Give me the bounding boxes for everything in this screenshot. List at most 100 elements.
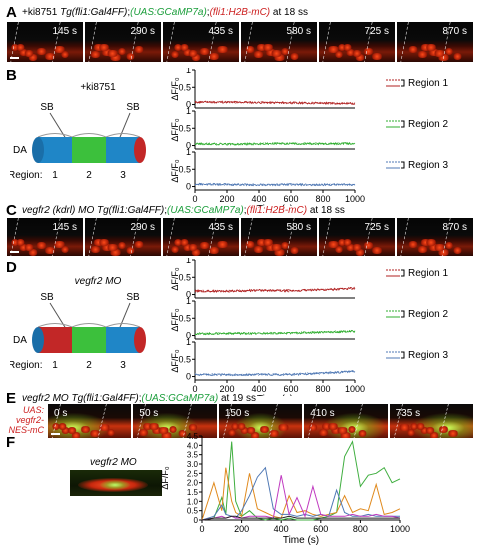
scale-bar [10,251,19,253]
sb-label-right: SB [126,292,140,303]
series-line [194,370,356,377]
segment-arcs [37,323,141,328]
nucleus-blob [174,238,183,246]
panel-e-side-label: UAS: vegfr2- NES-mC [8,405,45,435]
y-tick-label: 0.5 [178,164,191,174]
panel-d-vessel-schematic: vegfr2 MO SB SB DA Region: 1 2 3 [10,276,146,371]
nucleus-blob [109,248,123,256]
panel-label-b: B [6,67,17,84]
nucleus-blob [407,428,416,436]
nucleus-blob [52,240,66,248]
segment-boundary-lines [222,404,278,438]
nucleus-blob [258,425,270,433]
nucleus-blob [67,427,78,435]
panel-f-condition: vegfr2 MO [90,457,137,468]
nucleus-blob [326,423,339,431]
nucleus-blob [58,423,67,431]
nucleus-blob [416,51,428,59]
sb-label-left: SB [40,102,54,113]
x-tick-label: 800 [353,524,368,534]
micrograph-frame: 725 s [319,218,395,256]
scale-bar [51,433,60,435]
micrograph-frame: 870 s [397,22,473,62]
nucleus-blob [269,49,283,57]
y-axis-label: ΔF/F₀ [170,349,180,373]
y-tick-label: 0.5 [178,123,191,133]
frame-time-label: 0 s [54,408,68,419]
nucleus-blob [182,49,192,57]
x-tick-label: 400 [274,524,289,534]
y-tick-label: 3.5 [187,451,199,460]
frame-time-label: 870 s [442,26,467,37]
y-tick-label: 4.5 [187,432,199,441]
frame-time-label: 290 s [130,26,155,37]
panel-label-e: E [6,390,17,407]
micrograph-frame: 290 s [85,218,161,256]
nucleus-blob [44,247,57,255]
micrograph-frame: 580 s [241,22,317,62]
nucleus-blob [207,247,220,255]
nucleus-blob [447,430,460,438]
legend-bracket [401,120,405,128]
vessel-end-left [32,327,44,353]
x-axis-label: Time (s) [283,535,319,546]
x-tick-label: 400 [251,384,266,394]
nucleus-blob [410,422,419,430]
nucleus-blob [253,51,265,59]
nucleus-blob [109,54,123,62]
y-tick-label: 2.5 [187,469,199,478]
y-tick-label: 0 [186,331,191,341]
frame-time-label: 150 s [224,408,250,419]
nucleus-blob [308,424,319,432]
nucleus-blob [433,49,447,57]
nucleus-blob [453,247,463,255]
nucleus-blob [107,428,116,436]
y-tick-label: 4.0 [187,441,199,450]
region-word: Region: [10,360,42,371]
y-tick-label: 0 [186,141,191,151]
nucleus-blob [334,245,343,253]
nucleus-blob [416,423,426,431]
y-tick-label: 1.0 [187,497,199,506]
nucleus-blob [126,247,136,255]
micrograph-frame: 435 s [163,22,239,62]
micrograph-frame: 150 s [218,404,303,438]
series-line [194,329,356,336]
nucleus-blob [425,44,438,52]
series-line [194,142,356,146]
micrograph-frame: 725 s [319,22,395,62]
nucleus-blob [371,247,384,255]
nucleus-blob [19,49,29,57]
frame-time-label: 50 s [139,408,159,419]
nucleus-blob [244,46,255,53]
nucleus-blob [237,423,247,431]
micrograph-frame: 870 s [397,218,473,256]
nucleus-blob [444,242,453,250]
nucleus-blob [70,431,81,438]
nucleus-blob [191,248,202,256]
region-number-1: 1 [52,360,58,371]
frame-time-label: 290 s [130,222,155,233]
x-tick-label: 1000 [345,384,365,394]
x-tick-label: 0 [192,194,197,204]
nucleus-blob [134,240,145,248]
nucleus-blob [444,47,453,55]
nucleus-blob [126,52,136,60]
y-tick-label: 0.5 [178,82,191,92]
segment-boundary-lines [322,218,373,256]
nucleus-blob [44,52,57,60]
nucleus-blob [60,245,69,253]
x-tick-label: 800 [315,384,330,394]
nucleus-blob [174,44,183,51]
legend-bracket [401,161,405,169]
panel-label-f: F [6,434,16,451]
nucleus-blob [199,47,211,55]
y-tick-label: 1 [186,258,191,265]
panel-label-c: C [6,202,17,219]
x-tick-label: 600 [313,524,328,534]
nucleus-blob [346,243,356,251]
da-label: DA [13,335,27,346]
frame-time-label: 410 s [310,408,335,419]
panel-c-image-strip: 145 s 290 s 435 s 580 s 725 s 870 s [7,218,473,256]
da-label: DA [13,145,27,156]
